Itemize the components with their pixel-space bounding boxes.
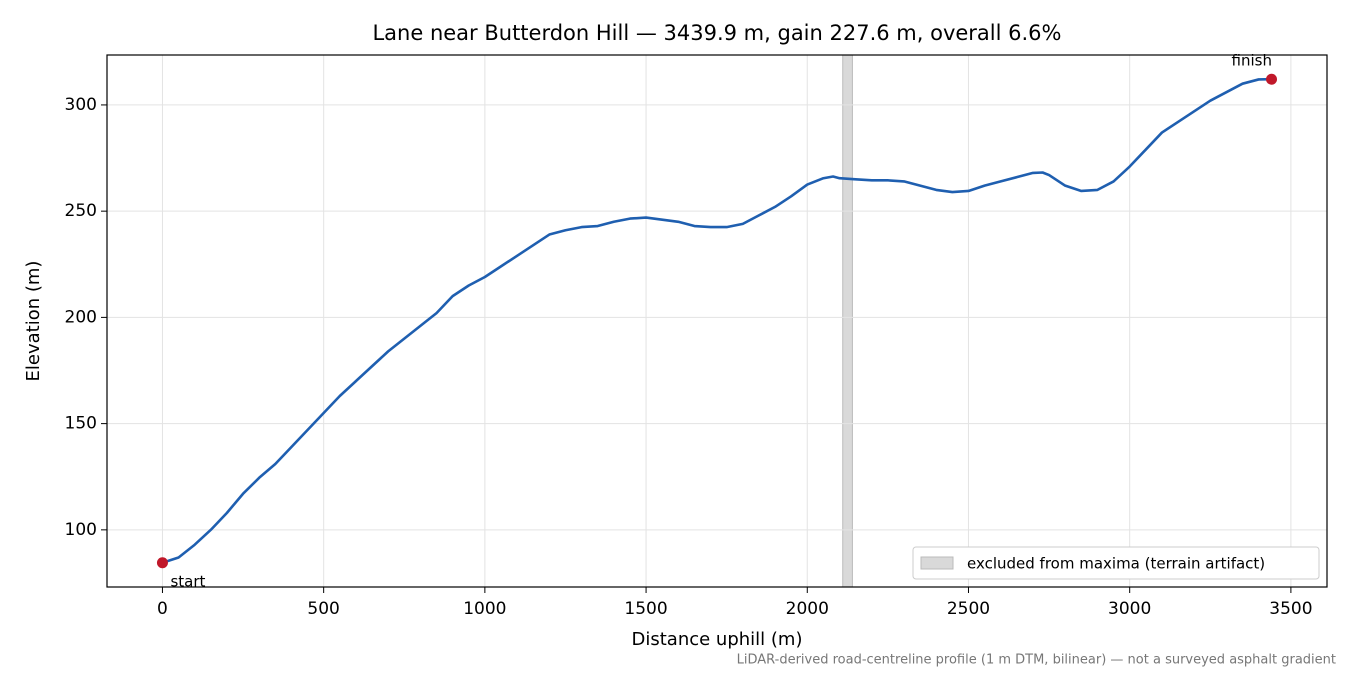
x-tick-label: 2500 bbox=[947, 599, 990, 619]
y-tick-label: 250 bbox=[65, 201, 97, 221]
endpoint-marker bbox=[156, 557, 168, 569]
endpoint-marker bbox=[1266, 73, 1278, 85]
x-tick-label: 3000 bbox=[1108, 599, 1151, 619]
x-tick-label: 500 bbox=[307, 599, 339, 619]
x-tick-label: 1000 bbox=[463, 599, 506, 619]
x-axis-label: Distance uphill (m) bbox=[632, 629, 803, 650]
endpoint-label: start bbox=[170, 572, 205, 590]
x-tick-label: 0 bbox=[157, 599, 168, 619]
x-tick-label: 3500 bbox=[1269, 599, 1312, 619]
y-tick-label: 150 bbox=[65, 414, 97, 434]
y-tick-label: 100 bbox=[65, 520, 97, 540]
legend-box bbox=[912, 546, 1320, 580]
legend-swatch bbox=[920, 556, 954, 570]
plot-frame bbox=[106, 54, 1328, 588]
x-tick-label: 1500 bbox=[624, 599, 667, 619]
excluded-span bbox=[842, 54, 853, 588]
legend-label: excluded from maxima (terrain artifact) bbox=[967, 555, 1265, 573]
y-tick-label: 300 bbox=[65, 95, 97, 115]
footnote: LiDAR-derived road-centreline profile (1… bbox=[737, 653, 1336, 668]
profile-line bbox=[162, 77, 1272, 565]
y-tick-label: 200 bbox=[65, 307, 97, 327]
y-axis-label: Elevation (m) bbox=[23, 261, 44, 382]
chart-title: Lane near Butterdon Hill — 3439.9 m, gai… bbox=[372, 21, 1061, 45]
endpoint-label: finish bbox=[1232, 52, 1272, 70]
x-tick-label: 2000 bbox=[786, 599, 829, 619]
